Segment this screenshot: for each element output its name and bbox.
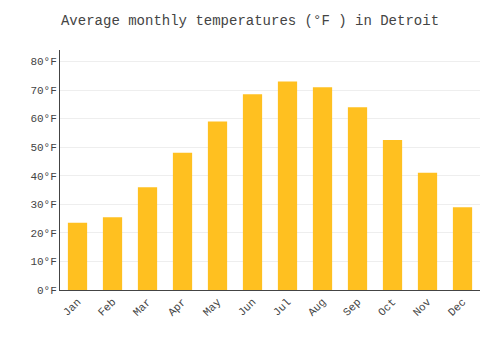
svg-text:0°F: 0°F (37, 285, 57, 297)
svg-text:80°F: 80°F (30, 56, 56, 68)
svg-text:Jan: Jan (61, 296, 83, 318)
svg-text:30°F: 30°F (30, 199, 56, 211)
svg-text:Aug: Aug (306, 296, 328, 318)
svg-text:10°F: 10°F (30, 256, 56, 268)
svg-text:Mar: Mar (131, 296, 153, 318)
svg-text:70°F: 70°F (30, 85, 56, 97)
svg-text:20°F: 20°F (30, 228, 56, 240)
svg-text:50°F: 50°F (30, 142, 56, 154)
svg-text:May: May (201, 296, 224, 319)
svg-text:Sep: Sep (341, 296, 363, 318)
svg-text:Jul: Jul (271, 296, 293, 318)
svg-text:Oct: Oct (376, 296, 398, 318)
svg-text:Feb: Feb (96, 296, 118, 318)
svg-text:60°F: 60°F (30, 113, 56, 125)
svg-text:Dec: Dec (446, 296, 468, 318)
svg-text:Apr: Apr (166, 296, 188, 318)
svg-text:40°F: 40°F (30, 171, 56, 183)
svg-text:Average monthly temperatures (: Average monthly temperatures (°F ) in De… (61, 13, 439, 29)
svg-text:Jun: Jun (236, 296, 258, 318)
svg-text:Nov: Nov (411, 296, 434, 319)
